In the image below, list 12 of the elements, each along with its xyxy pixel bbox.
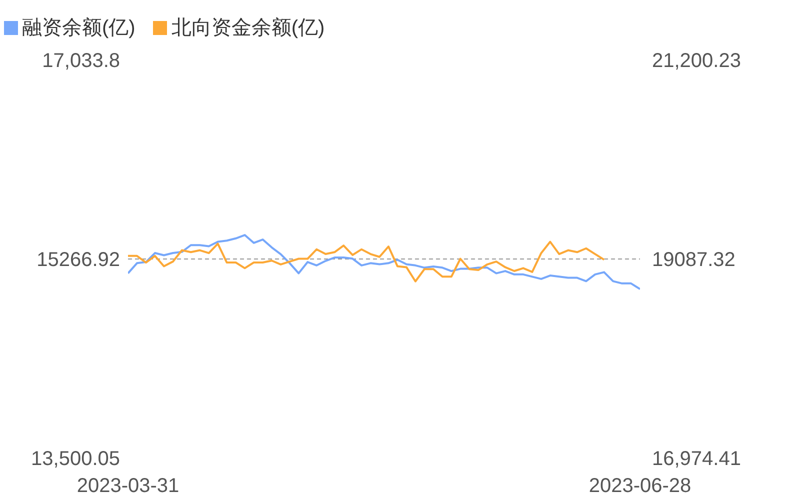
- y2-tick-label: 21,200.23: [652, 50, 741, 72]
- x-tick-label: 2023-03-31: [76, 475, 180, 498]
- legend-label: 北向资金余额(亿): [171, 16, 325, 41]
- y-tick-label: 13,500.05: [31, 448, 120, 470]
- y2-tick-label: 16,974.41: [652, 448, 741, 470]
- line-series: [128, 240, 606, 282]
- y-tick-label: 17,033.8: [42, 50, 120, 72]
- legend-label: 融资余额(亿): [22, 16, 136, 41]
- y-tick-label: 15266.92: [36, 249, 120, 272]
- line-series: [128, 234, 640, 290]
- x-tick-label: 2023-06-28: [588, 475, 692, 498]
- y2-tick-label: 19087.32: [652, 249, 736, 272]
